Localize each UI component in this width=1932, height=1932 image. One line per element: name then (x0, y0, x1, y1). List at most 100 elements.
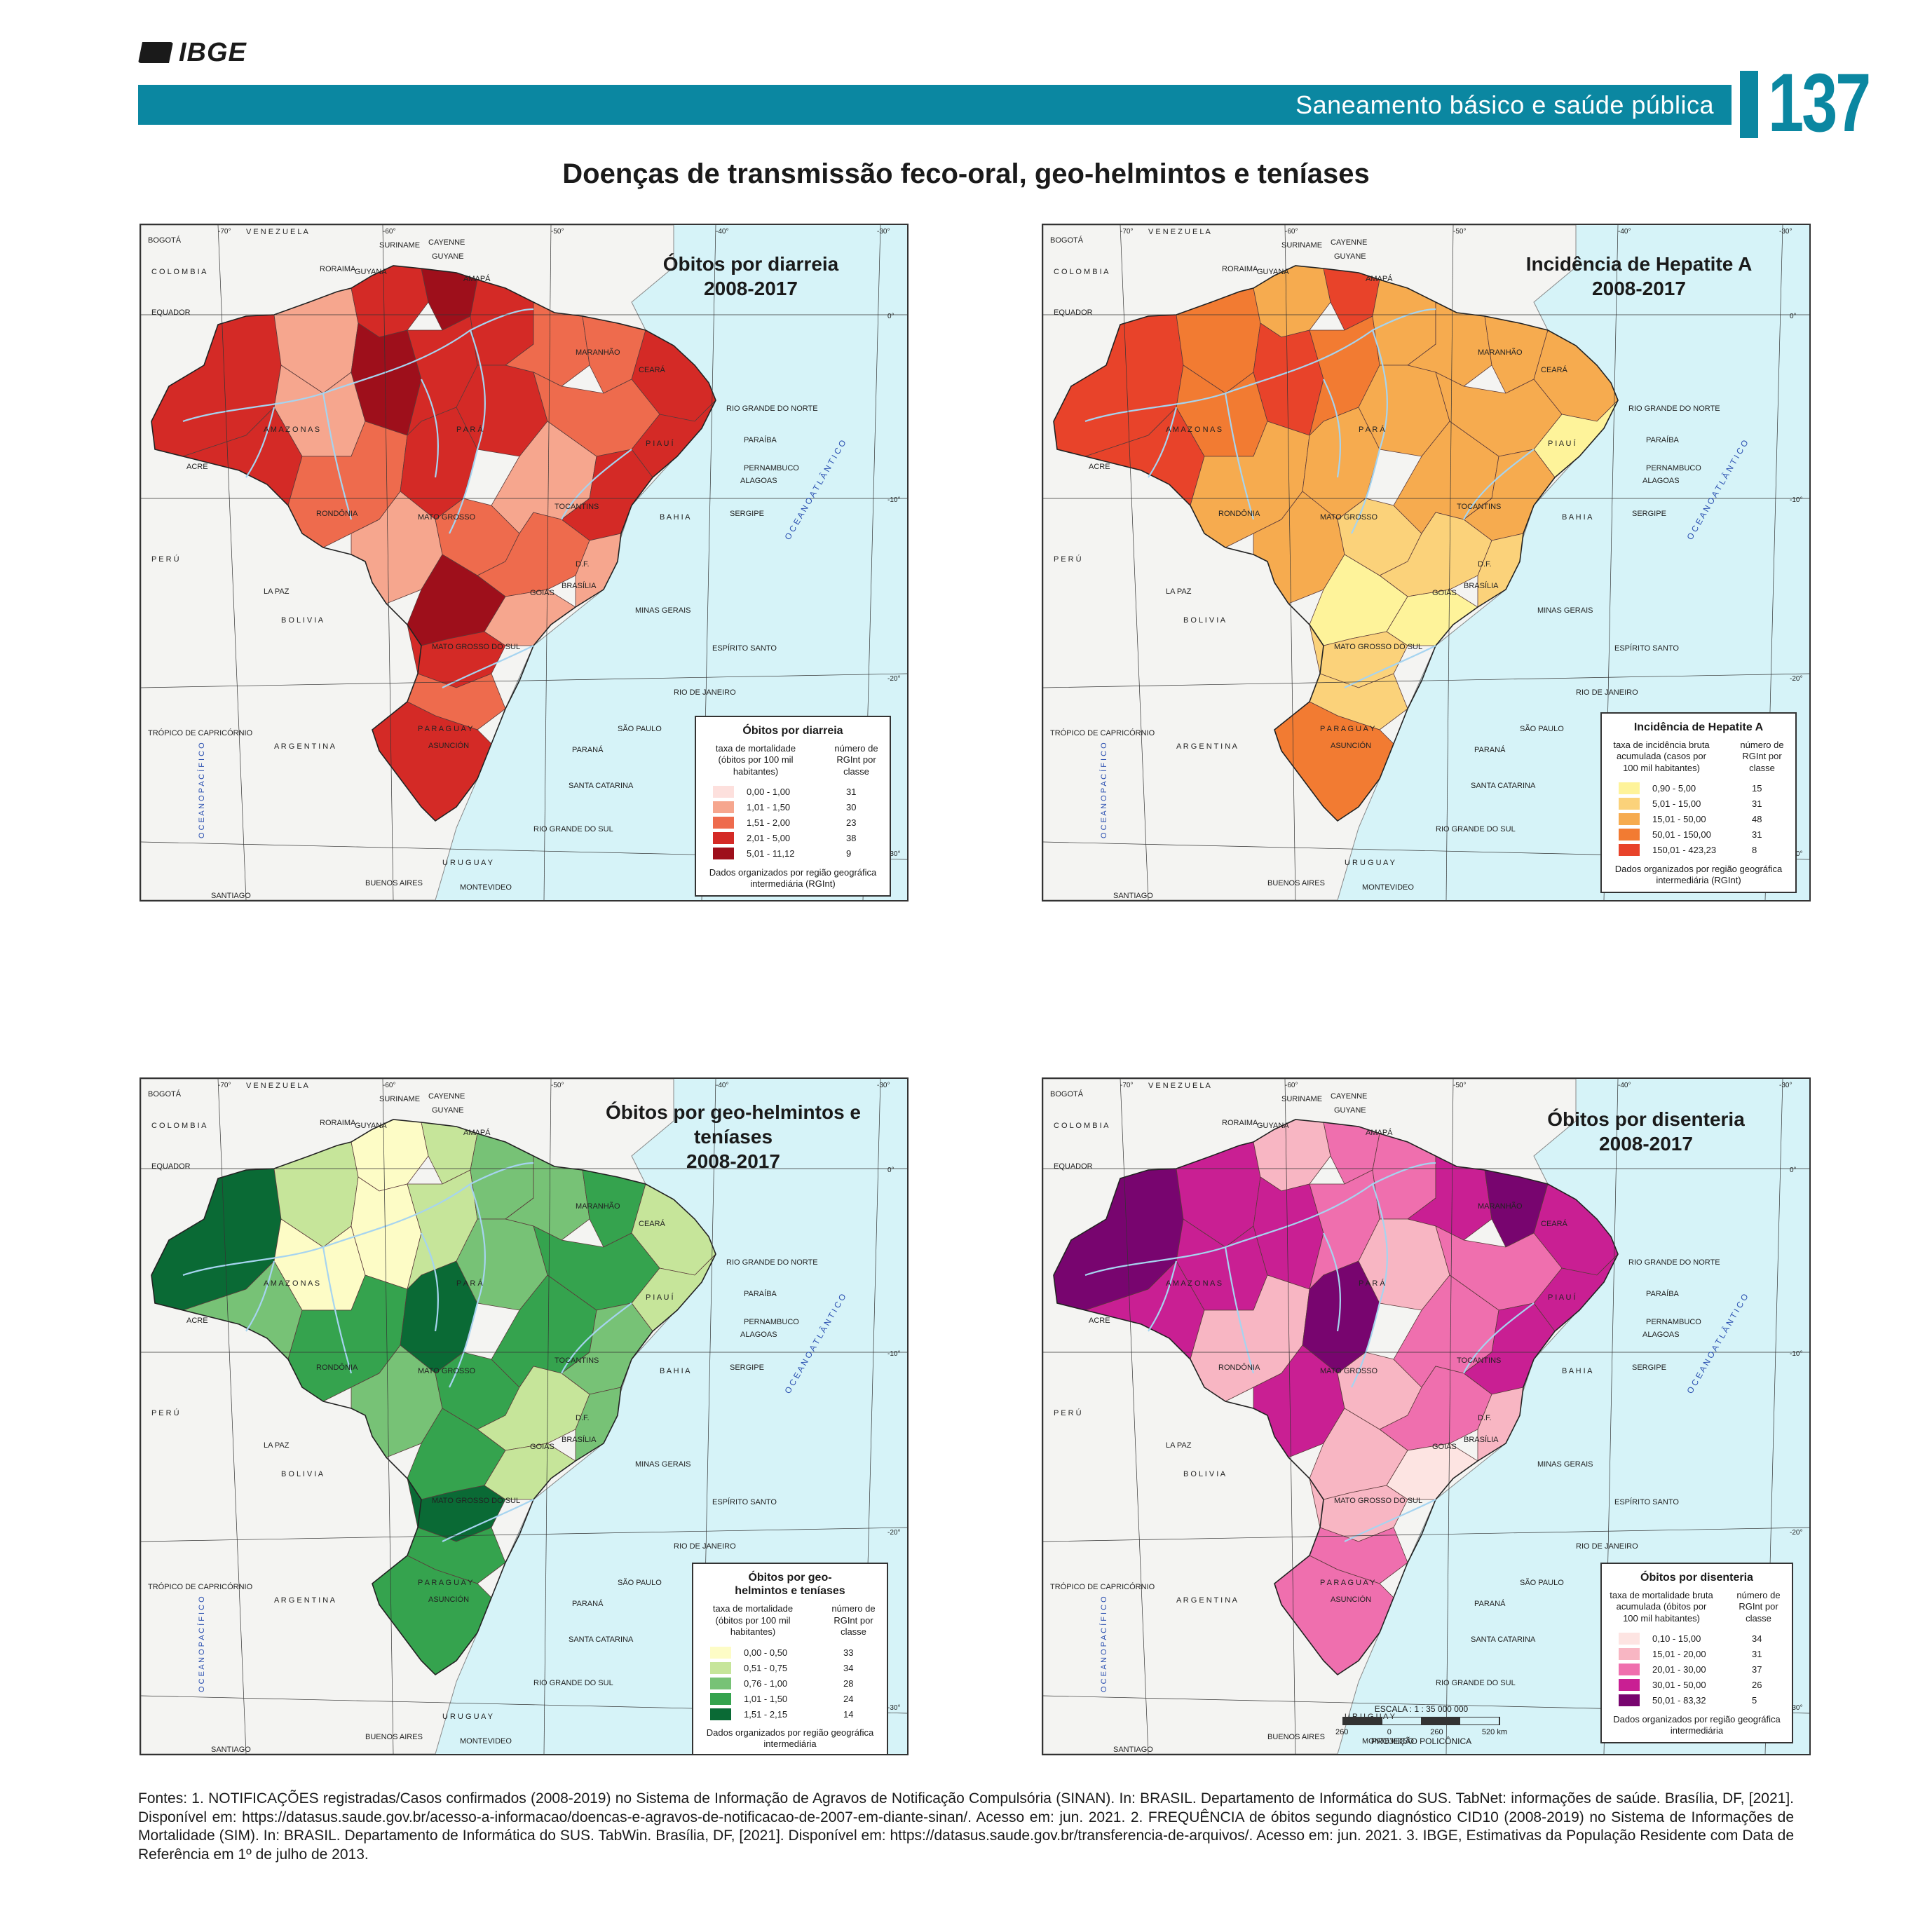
legend-note: Dados organizados por região geográfica … (1614, 863, 1783, 886)
place-label: A M A Z O N A S (264, 426, 320, 434)
place-label: SERGIPE (1632, 1363, 1666, 1372)
legend-swatch (1619, 798, 1640, 810)
graticule-line (543, 1079, 552, 1754)
legend-swatch (713, 786, 734, 798)
place-label: MATO GROSSO DO SUL (1334, 643, 1422, 651)
place-label: TRÓPICO DE CAPRICÓRNIO (148, 1582, 253, 1591)
place-label: RIO GRANDE DO NORTE (1628, 1258, 1720, 1267)
page-number: 137 (1768, 57, 1871, 149)
map-title: Óbitos por diarreia 2008-2017 (662, 253, 839, 299)
place-label: P A R A G U A Y (1320, 1579, 1375, 1587)
river (421, 1232, 439, 1332)
place-label: ASUNCIÓN (1331, 1595, 1371, 1604)
place-label: A R G E N T I N A (274, 1596, 336, 1605)
place-label: GOIÁS (1432, 1442, 1457, 1451)
legend-row: 1,01 - 1,50 24 (700, 1691, 880, 1706)
river (182, 308, 534, 423)
ibge-logo-icon (138, 42, 173, 63)
place-label: MONTEVIDEO (1362, 883, 1414, 892)
projection-label: PROJEÇÃO POLICÔNICA (1370, 1736, 1472, 1746)
map-legend: Incidência de Hepatite A taxa de incidênc… (1600, 712, 1797, 894)
place-label: SANTIAGO (211, 1746, 251, 1754)
place-label: SANTA CATARINA (569, 1635, 634, 1644)
place-label: GUYANE (432, 252, 464, 261)
place-label: ACRE (186, 463, 208, 471)
legend-note: Dados organizados por região geográfica … (709, 866, 877, 890)
place-label: MARANHÃO (576, 1202, 620, 1211)
place-label: ESPÍRITO SANTO (712, 1497, 777, 1506)
place-label: D.F. (1478, 560, 1492, 569)
place-label: SÃO PAULO (618, 724, 662, 733)
coordinate-label: -30° (1779, 1082, 1792, 1089)
ocean-label: O C E A N O P A C Í F I C O (197, 1596, 206, 1692)
coordinate-label: -20° (887, 675, 900, 683)
coordinate-label: -30° (877, 228, 890, 236)
legend-swatch (713, 801, 734, 814)
place-label: RIO GRANDE DO NORTE (726, 1258, 818, 1267)
legend-swatch (713, 848, 734, 860)
graticule-line (1445, 1079, 1454, 1754)
place-label: PERNAMBUCO (1646, 464, 1701, 472)
place-label: RIO GRANDE DO NORTE (726, 404, 818, 413)
legend-count: 38 (846, 833, 857, 844)
scale-tick: 0 (1387, 1728, 1392, 1736)
place-label: ESPÍRITO SANTO (1614, 1497, 1679, 1506)
place-label: BRASÍLIA (562, 581, 597, 590)
ocean-label: O C E A N O A T L Â N T I C O (1685, 1292, 1750, 1396)
place-label: SANTA CATARINA (569, 782, 634, 790)
graticule-line (382, 1079, 394, 1754)
map-legend: Óbitos por diarreia taxa de mortalidade (… (695, 716, 891, 897)
legend-count: 24 (843, 1693, 854, 1704)
place-label: GUYANE (1334, 252, 1366, 261)
coordinate-label: -50° (551, 228, 564, 236)
ocean-label: O C E A N O P A C Í F I C O (1099, 742, 1108, 838)
legend-swatch (710, 1677, 731, 1689)
place-label: RIO DE JANEIRO (1576, 688, 1638, 697)
place-label: CEARÁ (639, 365, 666, 374)
place-label: BRASÍLIA (1464, 1435, 1499, 1444)
place-label: MATO GROSSO DO SUL (432, 643, 520, 651)
legend-swatch (1619, 844, 1640, 857)
river (442, 1499, 534, 1542)
place-label: LA PAZ (264, 1441, 290, 1450)
legend-range: 1,51 - 2,15 (744, 1708, 788, 1720)
legend-column-count: número de RGInt por classe (834, 743, 878, 777)
legend-column-rate: taxa de mortalidade (óbitos por 100 mil … (715, 743, 796, 777)
place-label: TOCANTINS (555, 1356, 599, 1365)
map-hepatite-svg: BOGOTÁ V E N E Z U E L A SURINAME CAYENNE GU… (1043, 225, 1809, 900)
page-title: Doenças de transmissão feco-oral, geo-he… (562, 158, 1370, 189)
map-disenteria: BOGOTÁ V E N E Z U E L A SURINAME CAYENNE GU… (1042, 1077, 1811, 1755)
river (245, 1260, 275, 1332)
place-label: MATO GROSSO (1320, 513, 1378, 522)
coordinate-label: -30° (887, 1704, 900, 1712)
place-label: BRASÍLIA (562, 1435, 597, 1444)
legend-count: 34 (843, 1662, 854, 1673)
place-label: MINAS GERAIS (635, 606, 691, 615)
place-label: MINAS GERAIS (1537, 606, 1593, 615)
legend-count: 34 (1752, 1633, 1762, 1645)
legend-note: Dados organizados por região geográfica … (1613, 1713, 1781, 1736)
river (1084, 308, 1436, 423)
coordinate-label: -20° (1790, 675, 1802, 683)
place-label: SURINAME (1281, 1095, 1322, 1103)
place-label: MARANHÃO (576, 348, 620, 357)
place-label: SÃO PAULO (618, 1578, 662, 1587)
place-label: RORAIMA (1222, 1119, 1258, 1127)
legend-range: 1,51 - 2,00 (747, 817, 791, 829)
place-label: A R G E N T I N A (1176, 1596, 1238, 1605)
legend-row: 0,76 - 1,00 28 (700, 1675, 880, 1691)
coordinate-label: -60° (383, 1082, 395, 1089)
coordinate-label: -70° (1120, 228, 1133, 236)
river (1463, 449, 1535, 520)
legend-row: 0,10 - 15,00 34 (1609, 1631, 1785, 1647)
place-label: SERGIPE (730, 510, 764, 518)
legend-count: 15 (1752, 783, 1762, 794)
graticule-line (382, 225, 394, 900)
legend-range: 20,01 - 30,00 (1652, 1664, 1706, 1675)
place-label: MARANHÃO (1478, 1202, 1523, 1211)
place-label: LA PAZ (264, 587, 290, 596)
place-label: A M A Z O N A S (1166, 1279, 1222, 1288)
place-label: AMAPÁ (1366, 1128, 1393, 1137)
place-label: PARAÍBA (1646, 435, 1680, 444)
legend-count: 31 (1752, 798, 1762, 810)
